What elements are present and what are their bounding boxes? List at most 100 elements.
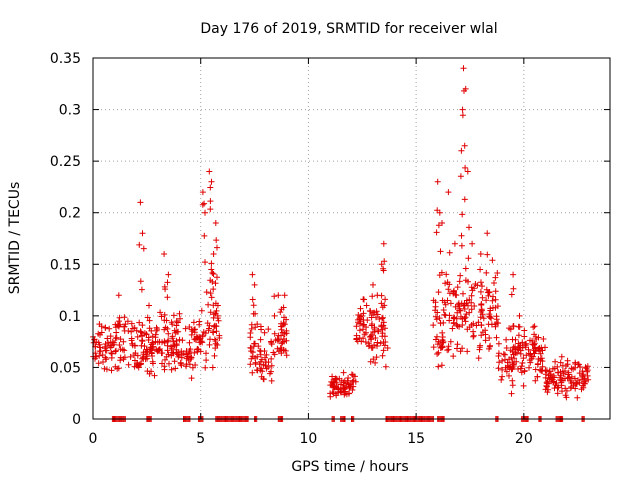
data-point (546, 368, 553, 375)
data-point (247, 330, 254, 336)
data-point (173, 342, 180, 349)
data-point (464, 348, 471, 355)
data-point (477, 288, 484, 295)
data-point (498, 376, 505, 383)
data-point (356, 335, 363, 341)
data-point (249, 369, 256, 376)
data-point (279, 329, 286, 336)
data-point (268, 355, 275, 362)
data-point (202, 259, 208, 266)
data-point (454, 284, 461, 291)
data-point (468, 292, 475, 299)
data-point (535, 345, 542, 352)
data-point (116, 318, 122, 325)
data-point (538, 355, 545, 362)
data-point (128, 328, 135, 335)
data-point (247, 361, 254, 368)
data-point (492, 296, 499, 303)
data-point (170, 312, 177, 319)
data-point (438, 269, 445, 276)
data-point (462, 85, 469, 92)
data-point (477, 314, 484, 321)
data-point (526, 364, 532, 371)
data-point (539, 363, 546, 370)
data-point (328, 378, 335, 385)
data-point (108, 350, 115, 356)
data-point (132, 350, 139, 357)
data-point (349, 372, 356, 379)
data-point (270, 349, 277, 356)
data-point (208, 260, 215, 267)
data-point (492, 274, 499, 281)
data-point (213, 237, 220, 244)
data-point (380, 265, 387, 272)
data-point (132, 342, 138, 349)
data-point (499, 373, 506, 380)
data-point (503, 336, 510, 343)
data-point (458, 147, 465, 154)
data-point (373, 314, 379, 321)
data-point (335, 385, 342, 392)
data-point (115, 292, 122, 299)
data-point (360, 322, 367, 329)
data-point (173, 318, 180, 325)
data-point (576, 361, 582, 368)
data-point (444, 347, 451, 354)
data-point (208, 266, 215, 273)
data-point (121, 347, 128, 354)
data-point (551, 365, 558, 372)
data-point (551, 385, 558, 392)
data-point (268, 338, 275, 345)
data-point (103, 347, 110, 354)
data-point (254, 353, 261, 360)
data-point (516, 312, 523, 319)
data-point (283, 330, 290, 337)
data-point (512, 336, 519, 343)
gridlines (93, 58, 610, 419)
data-point (247, 344, 254, 351)
data-point (357, 305, 364, 312)
data-point (206, 322, 213, 329)
data-point (211, 352, 218, 359)
data-point (251, 281, 258, 288)
data-point (563, 394, 570, 401)
data-point (250, 302, 257, 309)
data-point (363, 302, 370, 309)
data-point (141, 343, 148, 350)
data-point (520, 382, 527, 389)
data-point (532, 377, 539, 384)
data-point (252, 324, 259, 331)
data-point (139, 322, 146, 329)
data-point (492, 323, 499, 330)
data-point (437, 248, 444, 255)
data-point (249, 271, 256, 278)
data-point (430, 322, 437, 329)
data-point (456, 323, 463, 330)
data-point (504, 359, 511, 366)
data-point (537, 350, 544, 357)
data-point (482, 337, 489, 344)
data-point (442, 312, 449, 319)
data-point (531, 341, 538, 348)
data-point (435, 289, 442, 296)
data-point (510, 271, 517, 278)
data-point (470, 328, 477, 335)
x-tick-label: 5 (196, 431, 205, 447)
data-point (192, 362, 199, 368)
data-point (454, 345, 460, 352)
data-point (115, 322, 121, 329)
data-point (531, 323, 538, 330)
data-point (211, 323, 217, 330)
data-point (506, 356, 513, 363)
data-point (121, 314, 128, 321)
data-point (278, 347, 285, 354)
data-point (257, 358, 264, 365)
data-point (266, 370, 273, 377)
data-point (557, 359, 564, 366)
data-point (186, 339, 193, 346)
data-point (580, 371, 587, 378)
data-point (539, 347, 546, 354)
data-point (438, 362, 445, 369)
data-point (372, 335, 379, 341)
x-tick-label: 10 (300, 431, 318, 447)
